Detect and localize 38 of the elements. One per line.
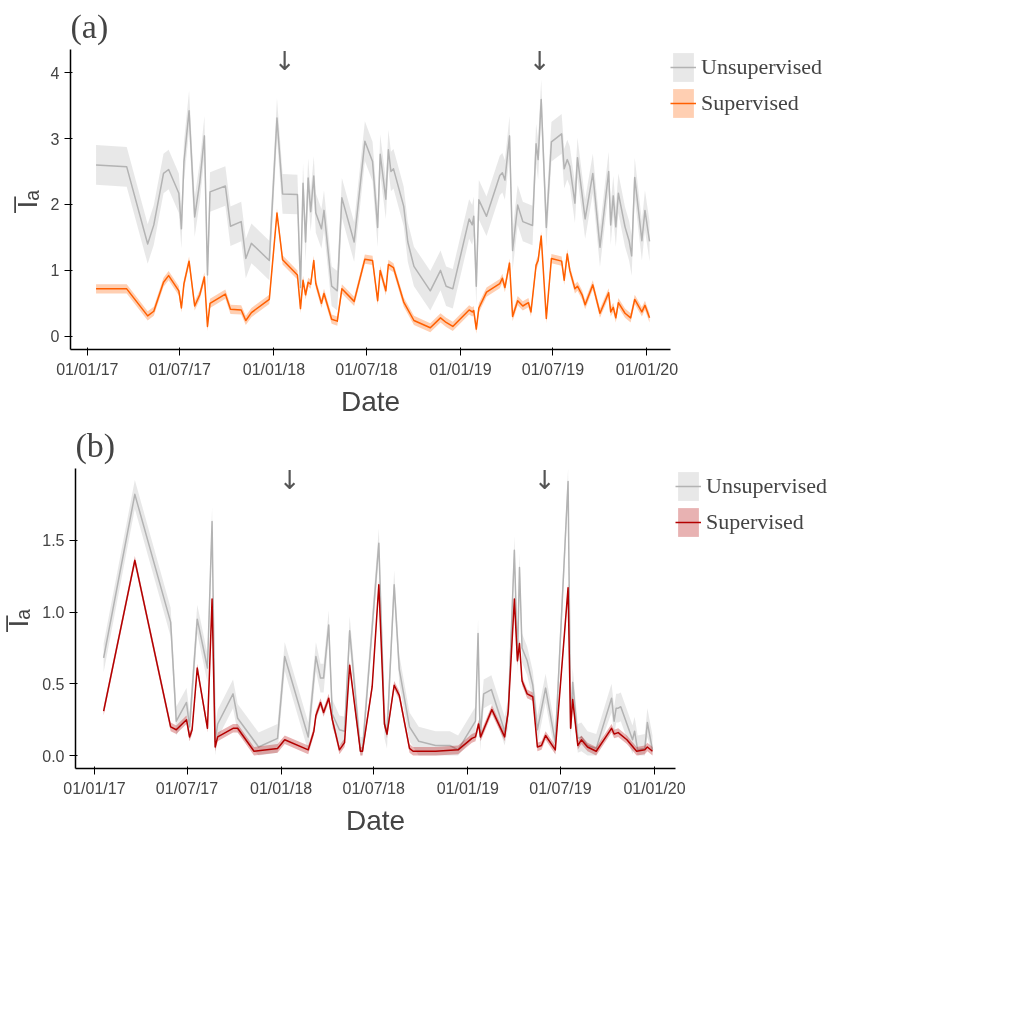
annotation: ↓	[528, 45, 551, 76]
x-tick-label: 01/01/20	[623, 779, 686, 797]
x-tick-label: 01/01/20	[615, 360, 679, 378]
x-tick-label: 01/07/19	[529, 779, 592, 797]
x-tick-label: 01/01/19	[436, 779, 500, 797]
chart-title: (b)	[75, 426, 116, 465]
x-tick-label: 01/07/18	[342, 779, 405, 797]
y-tick-label: 1.0	[42, 604, 65, 622]
line-series	[95, 98, 651, 292]
y-tick-label: 1.5	[42, 532, 65, 550]
y-axis-title: I̅ₐ	[11, 189, 43, 214]
x-tick-label: 01/01/18	[242, 360, 306, 378]
annotation: ↓	[273, 45, 296, 76]
x-tick-label: 01/01/17	[56, 360, 119, 378]
annotation: ↓	[278, 464, 301, 495]
y-tick-label: 1	[50, 262, 60, 280]
x-tick-label: 01/01/19	[429, 360, 492, 378]
x-tick-label: 01/07/17	[148, 360, 212, 378]
legend-label: Unsupervised	[701, 54, 822, 80]
x-tick-label: 01/07/19	[521, 360, 585, 378]
x-tick-label: 01/01/17	[63, 779, 126, 797]
y-tick-label: 0.0	[42, 747, 65, 765]
y-tick-label: 0	[50, 328, 60, 346]
x-tick-label: 01/01/18	[249, 779, 313, 797]
y-tick-label: 0.5	[42, 675, 65, 693]
annotation: ↓	[533, 464, 556, 495]
chart-title: (a)	[70, 7, 109, 46]
y-tick-label: 3	[50, 130, 60, 148]
x-tick-label: 01/07/18	[335, 360, 398, 378]
y-tick-label: 2	[50, 196, 60, 214]
legend-label: Unsupervised	[706, 473, 827, 499]
y-axis-title: I̅ₐ	[3, 608, 35, 633]
legend-label: Supervised	[701, 90, 799, 116]
x-tick-label: 01/07/17	[155, 779, 219, 797]
legend-label: Supervised	[706, 509, 804, 535]
x-axis-title: Date	[340, 385, 401, 417]
x-axis-title: Date	[345, 804, 406, 836]
y-tick-label: 4	[50, 64, 60, 82]
